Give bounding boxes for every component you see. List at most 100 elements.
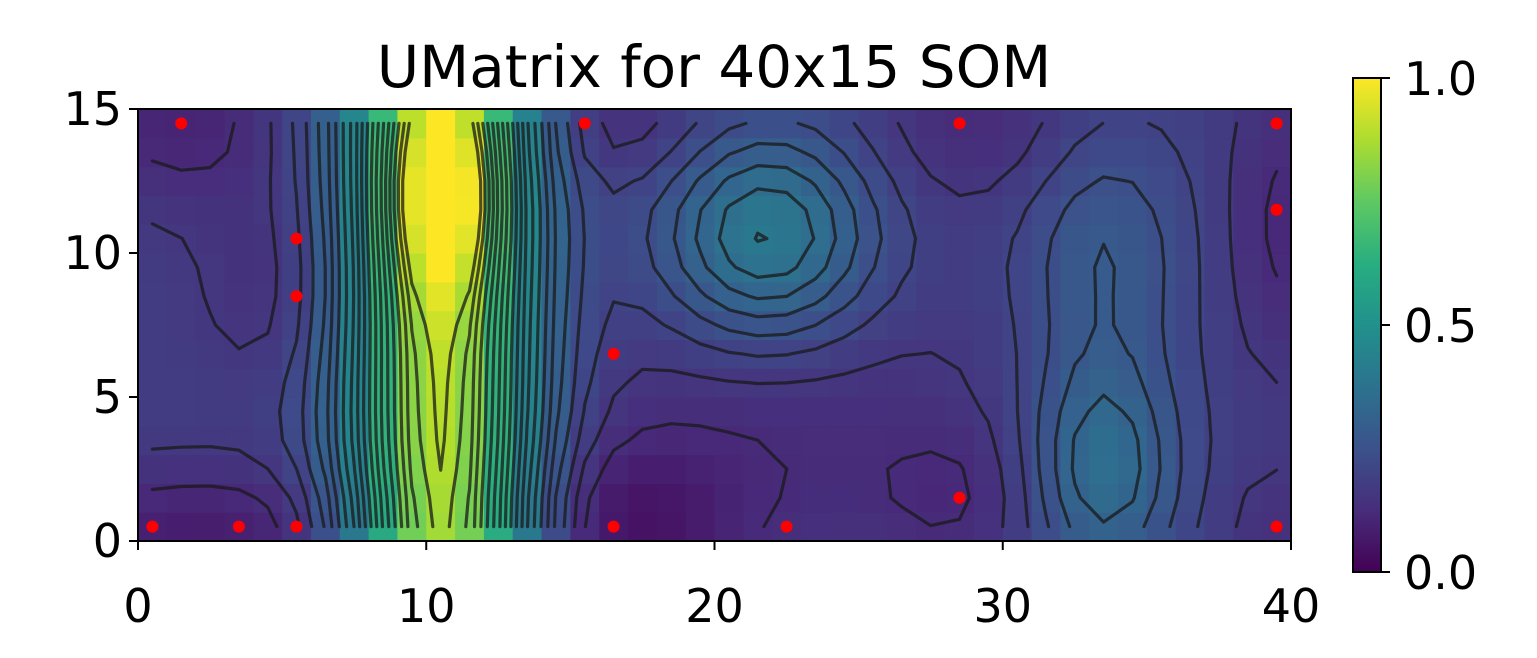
heatmap-cell [800, 224, 831, 254]
heatmap-cell [916, 281, 946, 312]
heatmap-cell [743, 109, 773, 139]
heatmap-cell [887, 368, 917, 398]
heatmap-cell [1146, 339, 1177, 369]
heatmap-cell [1233, 454, 1263, 484]
heatmap-cell [714, 397, 744, 427]
heatmap-cell [570, 310, 600, 340]
heatmap-cell [166, 368, 197, 398]
heatmap-cell [916, 397, 946, 427]
heatmap-cell [656, 483, 687, 513]
heatmap-cell [714, 166, 744, 196]
heatmap-cell [800, 166, 831, 196]
heatmap-cell [945, 310, 975, 340]
heatmap-cell [1060, 224, 1090, 254]
node-marker [780, 520, 793, 533]
heatmap-cell [599, 368, 629, 398]
heatmap-cell [945, 253, 975, 283]
heatmap-cell [1118, 224, 1148, 254]
heatmap-cell [1204, 253, 1234, 283]
heatmap-cell [599, 137, 629, 168]
heatmap-cell [166, 454, 197, 484]
heatmap-cell [138, 253, 168, 283]
contour-lines [150, 121, 1279, 529]
heatmap-cell [1175, 368, 1206, 398]
heatmap-cell [195, 137, 226, 168]
heatmap-cell [945, 281, 975, 312]
heatmap-cell [973, 109, 1004, 139]
heatmap-cell [1089, 368, 1119, 398]
heatmap-cell [138, 397, 168, 427]
contour-line [374, 121, 509, 529]
heatmap-cell [253, 137, 283, 168]
y-tick-label: 0 [93, 514, 122, 568]
contour-line [278, 121, 1213, 529]
heatmap-cell [829, 454, 860, 484]
heatmap-cell [973, 310, 1004, 340]
heatmap-cell [166, 281, 197, 312]
node-marker [1270, 117, 1283, 130]
heatmap-cell [743, 454, 773, 484]
heatmap-cell [1262, 483, 1291, 513]
heatmap-cell [656, 109, 687, 139]
node-marker [578, 117, 591, 130]
contour-line [360, 121, 523, 529]
node-marker [953, 491, 966, 504]
node-marker [290, 232, 303, 245]
heatmap-cell [800, 109, 831, 139]
heatmap-cell [1233, 195, 1263, 225]
heatmap-cell [973, 195, 1004, 225]
heatmap-cell [656, 397, 687, 427]
heatmap-cell [685, 109, 716, 139]
heatmap-cell [195, 368, 226, 398]
heatmap-cell [1089, 425, 1119, 456]
heatmap-cell [253, 195, 283, 225]
heatmap-cell [1060, 109, 1090, 139]
x-tick-label: 0 [123, 579, 152, 633]
heatmap-cell [714, 109, 744, 139]
heatmap-cell [1175, 224, 1206, 254]
heatmap-cell [138, 368, 168, 398]
heatmap-cell [224, 166, 254, 196]
contour-line [369, 121, 514, 529]
heatmap-cell [945, 425, 975, 456]
contour-line [401, 121, 483, 472]
heatmap-cell [1118, 425, 1148, 456]
heatmap-cell [138, 109, 168, 139]
heatmap-cell [541, 368, 571, 398]
heatmap-cell [224, 281, 254, 312]
contour-line [348, 121, 535, 529]
heatmap-cell [166, 339, 197, 369]
heatmap-cell [973, 425, 1004, 456]
heatmap-cell [858, 512, 889, 541]
heatmap-cell [714, 483, 744, 513]
heatmap-cell [685, 454, 716, 484]
heatmap-cell [685, 281, 716, 312]
heatmap-cell [1118, 281, 1148, 312]
heatmap-cell [397, 339, 427, 369]
contour-line [379, 121, 504, 529]
heatmap-cell [743, 483, 773, 513]
heatmap-cell [656, 339, 687, 369]
heatmap-cell [858, 483, 889, 513]
heatmap-cell [1118, 109, 1148, 139]
heatmap-cell [772, 195, 802, 225]
heatmap-cell [772, 224, 802, 254]
heatmap-cell [1060, 425, 1090, 456]
heatmap-cell [224, 310, 254, 340]
heatmap-cell [887, 310, 917, 340]
heatmap-cell [166, 512, 197, 541]
heatmap-cell [628, 109, 658, 139]
heatmap-cell [599, 195, 629, 225]
heatmap-cell [1233, 224, 1263, 254]
heatmap-cell [1233, 368, 1263, 398]
heatmap-cell [570, 281, 600, 312]
heatmap-cell [1204, 310, 1234, 340]
heatmap-cell [599, 253, 629, 283]
heatmap-cell [685, 425, 716, 456]
colorbar-gradient [1352, 77, 1382, 573]
y-tick-label: 15 [63, 82, 122, 136]
heatmap-cell [195, 224, 226, 254]
heatmap-cell [858, 425, 889, 456]
heatmap-cell [195, 454, 226, 484]
heatmap-cell [253, 281, 283, 312]
